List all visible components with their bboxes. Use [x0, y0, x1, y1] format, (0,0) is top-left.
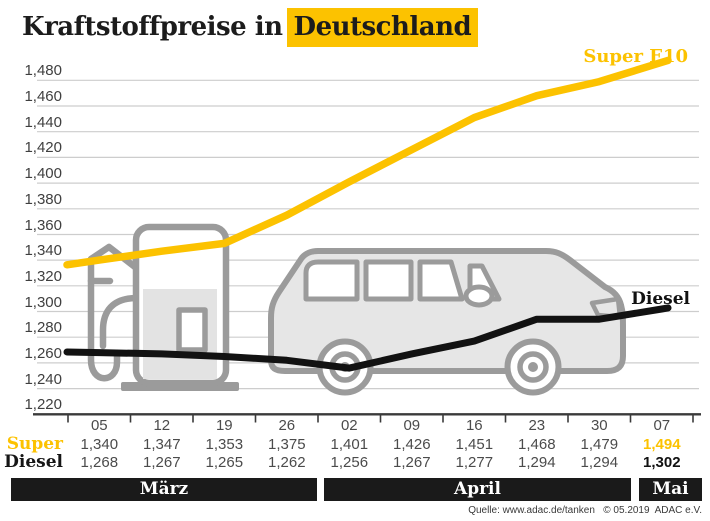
- price-cell: 1,268: [80, 454, 119, 471]
- price-cell: 1,302: [643, 454, 681, 471]
- price-cell: 1,347: [143, 436, 181, 453]
- x-axis-label: 26: [278, 417, 296, 434]
- x-axis-label: 12: [153, 417, 171, 434]
- super-e10-line: [63, 56, 672, 269]
- month-bar-april: April: [324, 478, 631, 501]
- price-cell: 1,294: [580, 454, 619, 471]
- y-axis-label: 1,460: [24, 88, 62, 105]
- car-icon: [268, 248, 626, 396]
- y-axis-label: 1,400: [24, 165, 62, 183]
- x-axis-label: 07: [653, 417, 671, 434]
- y-axis-label: 1,320: [24, 267, 62, 285]
- price-cell: 1,401: [330, 436, 369, 453]
- x-axis-label: 02: [340, 417, 358, 434]
- price-cell: 1,294: [518, 454, 556, 471]
- title-text: Kraftstoffpreise in: [22, 12, 283, 42]
- source-credit: Quelle: www.adac.de/tanken © 05.2019 ADA…: [468, 505, 702, 516]
- y-axis-label: 1,360: [24, 216, 62, 234]
- x-axis-label: 19: [215, 417, 233, 434]
- y-axis-label: 1,380: [24, 190, 62, 208]
- y-axis-label: 1,300: [24, 293, 62, 311]
- price-chart: [33, 56, 701, 423]
- y-axis-label: 1,280: [24, 319, 62, 337]
- axis-ticks: [67, 414, 694, 423]
- x-axis-label: 09: [403, 417, 421, 434]
- x-axis-labels: 05 12 19 26 02 09 16 23 30 07: [0, 417, 710, 435]
- price-cell: 1,494: [643, 436, 681, 453]
- price-cell: 1,353: [205, 436, 244, 453]
- diesel-row-label: Diesel: [4, 452, 63, 472]
- x-axis-label: 23: [528, 417, 546, 434]
- price-cell: 1,267: [393, 454, 431, 471]
- y-axis-label: 1,440: [24, 113, 62, 131]
- super-row-label: Super: [6, 434, 63, 454]
- price-cell: 1,256: [330, 454, 369, 471]
- y-axis-label: 1,220: [24, 396, 62, 414]
- price-cell: 1,267: [143, 454, 181, 471]
- x-axis-label: 05: [90, 417, 108, 434]
- month-bar-mai: Mai: [639, 478, 702, 501]
- fuel-pump-icon: [87, 223, 239, 391]
- y-axis-label: 1,480: [24, 62, 62, 80]
- x-axis-label: 30: [590, 417, 608, 434]
- y-axis-label: 1,240: [24, 370, 62, 388]
- super-e10-series-label: Super E10: [583, 46, 688, 67]
- price-cell: 1,468: [518, 436, 556, 453]
- super-values-row: 1,340 1,347 1,353 1,375 1,401 1,426 1,451 1,468…: [0, 436, 710, 454]
- x-axis-label: 16: [465, 417, 483, 434]
- diesel-series-label: Diesel: [631, 289, 690, 309]
- diesel-line: [63, 304, 672, 372]
- y-axis-label: 1,340: [24, 242, 62, 260]
- y-axis-label: 1,420: [24, 139, 62, 157]
- price-cell: 1,375: [268, 436, 306, 453]
- price-cell: 1,277: [455, 454, 494, 471]
- page-title: Kraftstoffpreise in Deutschland: [22, 8, 479, 47]
- price-cell: 1,265: [205, 454, 244, 471]
- price-cell: 1,426: [393, 436, 431, 453]
- month-bar-maerz: März: [11, 478, 317, 501]
- diesel-values-row: 1,268 1,267 1,265 1,262 1,256 1,267 1,277 1,294…: [0, 454, 710, 472]
- title-highlight: Deutschland: [286, 8, 479, 47]
- y-axis-label: 1,260: [24, 344, 62, 362]
- price-cell: 1,262: [268, 454, 306, 471]
- price-cell: 1,451: [455, 436, 494, 453]
- price-cell: 1,340: [80, 436, 119, 453]
- price-cell: 1,479: [580, 436, 619, 453]
